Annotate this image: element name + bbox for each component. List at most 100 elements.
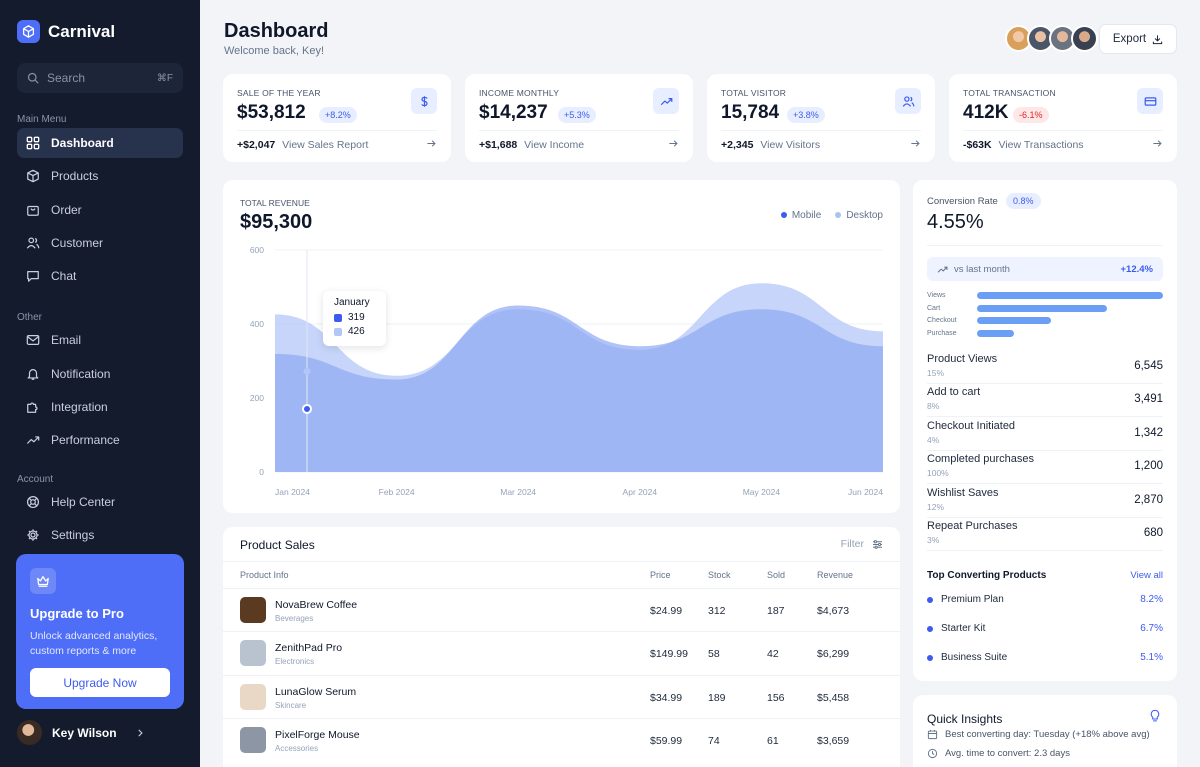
sidebar-item-notification[interactable]: Notification (17, 359, 183, 389)
product-name: NovaBrew Coffee (275, 599, 358, 611)
legend-item-mobile[interactable]: Mobile (780, 210, 821, 221)
table-row[interactable]: ZenithPad Pro Electronics $149.99 58 42 $6,29… (223, 631, 900, 674)
search-input[interactable]: Search ⌘F (17, 63, 183, 93)
stat-footer[interactable]: -$63K View Transactions (963, 139, 1084, 151)
section-label-account: Account (17, 474, 54, 485)
promo-title: Upgrade to Pro (30, 606, 124, 621)
sidebar-item-dashboard[interactable]: Dashboard (17, 128, 183, 158)
arrow-right-icon[interactable] (1152, 138, 1163, 149)
legend-label: Desktop (846, 210, 883, 221)
view-income-link[interactable]: View Income (524, 139, 585, 151)
brand-name: Carnival (48, 21, 116, 41)
top-product-item[interactable]: Business Suite 5.1% (927, 652, 1163, 663)
legend-dot (780, 212, 787, 219)
avatar (1071, 25, 1098, 52)
mail-icon (25, 332, 41, 348)
column-header[interactable]: Price (650, 570, 671, 580)
table-row[interactable]: LunaGlow Serum Skincare $34.99 189 156 $5,458 (223, 674, 900, 718)
top-product-name: Starter Kit (941, 623, 986, 634)
chart-tooltip: January 319 426 (323, 291, 386, 346)
top-product-item[interactable]: Starter Kit 6.7% (927, 623, 1163, 634)
hover-point-desktop (303, 367, 311, 375)
sidebar-item-products[interactable]: Products (17, 161, 183, 191)
sidebar-item-order[interactable]: Order (17, 195, 183, 225)
table-row[interactable]: PixelForge Mouse Accessories $59.99 74 61 $3,… (223, 718, 900, 761)
metric-row: Wishlist Saves 12% 2,870 (927, 485, 1163, 518)
brand[interactable]: Carnival (17, 20, 115, 43)
view-all-link[interactable]: View all (1130, 570, 1163, 581)
x-tick-label: Jun 2024 (848, 487, 883, 497)
area-series-mobile (275, 305, 883, 472)
avatar (17, 720, 42, 745)
stat-footer[interactable]: +$1,688 View Income (479, 139, 584, 151)
legend-item-desktop[interactable]: Desktop (835, 210, 883, 221)
bullet-dot (927, 654, 933, 661)
sidebar-item-help-center[interactable]: Help Center (17, 487, 183, 517)
revenue-area-chart[interactable]: 0 200 400 600 Jan 2024 Feb 2024 Mar 2024 Apr 20… (223, 180, 900, 513)
x-tick-label: May 2024 (743, 487, 781, 497)
view-transactions-link[interactable]: View Transactions (998, 139, 1084, 151)
bullet-dot (927, 596, 933, 603)
metric-pct: 12% (927, 501, 945, 512)
x-tick-label: Apr 2024 (623, 487, 658, 497)
funnel-label: Checkout (927, 317, 957, 324)
metric-pct: 100% (927, 468, 949, 479)
user-menu[interactable]: Key Wilson (17, 720, 145, 745)
cell-revenue: $6,299 (817, 648, 850, 661)
product-category: Accessories (275, 744, 319, 754)
view-sales-report-link[interactable]: View Sales Report (282, 139, 369, 151)
funnel-bar (977, 292, 1163, 299)
sidebar-item-chat[interactable]: Chat (17, 261, 183, 291)
trend-icon (937, 266, 948, 273)
lifebuoy-icon (25, 494, 41, 510)
table-row[interactable]: NovaBrew Coffee Beverages $24.99 312 187 $4,6… (223, 588, 900, 631)
chart-legend: Mobile Desktop (780, 210, 883, 221)
top-product-item[interactable]: Premium Plan 8.2% (927, 594, 1163, 605)
column-header[interactable]: Revenue (817, 570, 854, 580)
tooltip-mobile-value: 319 (348, 312, 365, 323)
funnel-row: Purchase (927, 329, 1015, 338)
section-label-main: Main Menu (17, 114, 67, 125)
lightbulb-icon (1150, 709, 1160, 722)
stat-label: TOTAL VISITOR (721, 88, 787, 98)
cell-stock: 74 (708, 735, 720, 748)
conversion-card: Conversion Rate 0.8% 4.55% vs last month… (913, 180, 1177, 681)
metric-value: 6,545 (1134, 360, 1163, 372)
search-shortcut: ⌘F (156, 72, 173, 84)
column-header[interactable]: Product Info (240, 570, 289, 580)
gear-icon (25, 527, 41, 543)
column-header[interactable]: Sold (767, 570, 786, 580)
tooltip-desktop-value: 426 (348, 326, 365, 337)
y-tick-label: 400 (250, 319, 264, 329)
funnel-row: Views (927, 291, 1163, 300)
stat-label: INCOME MONTHLY (479, 88, 560, 98)
divider (223, 561, 900, 562)
sidebar-item-integration[interactable]: Integration (17, 392, 183, 422)
stat-footer[interactable]: +$2,047 View Sales Report (237, 139, 368, 151)
stat-badge: +8.2% (319, 107, 357, 123)
upgrade-now-button[interactable]: Upgrade Now (30, 668, 170, 697)
sidebar-item-customer[interactable]: Customer (17, 228, 183, 258)
cell-price: $59.99 (650, 735, 683, 748)
stat-footer[interactable]: +2,345 View Visitors (721, 139, 820, 151)
funnel-label: Views (927, 292, 946, 299)
product-sales-card: Product Sales Filter Product Info Price … (223, 527, 900, 767)
sidebar-item-settings[interactable]: Settings (17, 520, 183, 550)
team-avatars[interactable] (1005, 25, 1098, 52)
sidebar-item-performance[interactable]: Performance (17, 425, 183, 455)
column-header[interactable]: Stock (708, 570, 731, 580)
arrow-right-icon[interactable] (426, 138, 437, 149)
arrow-right-icon[interactable] (668, 138, 679, 149)
export-button[interactable]: Export (1099, 24, 1177, 54)
view-visitors-link[interactable]: View Visitors (760, 139, 821, 151)
trend-icon (653, 88, 679, 114)
cell-sold: 42 (767, 648, 779, 661)
filter-button[interactable]: Filter (841, 538, 883, 550)
sidebar-item-label: Chat (51, 269, 77, 283)
upgrade-promo-card: Upgrade to Pro Unlock advanced analytics… (16, 554, 184, 709)
search-icon (27, 72, 39, 84)
arrow-right-icon[interactable] (910, 138, 921, 149)
stat-change: +$2,047 (237, 139, 276, 151)
chat-icon (25, 268, 41, 284)
sidebar-item-email[interactable]: Email (17, 325, 183, 355)
